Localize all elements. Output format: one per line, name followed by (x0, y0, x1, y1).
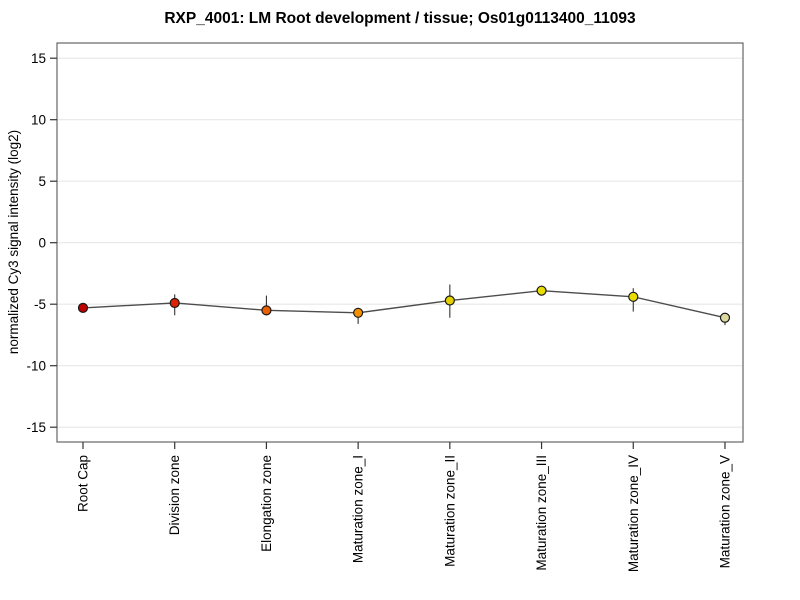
axis-layer: 15 10 5 0 -5 -10 -15 Root Cap Division zone Elong… (26, 42, 744, 572)
y-tick-label: 10 (31, 113, 46, 128)
x-category-label: Maturation zone_I (351, 455, 366, 563)
y-tick-label: 5 (38, 174, 46, 189)
series-line (82, 289, 726, 319)
gridlines-layer (57, 57, 743, 428)
x-category-label: Maturation zone_IV (626, 455, 641, 572)
y-axis-label: normalized Cy3 signal intensity (log2) (6, 130, 21, 354)
data-point (628, 291, 639, 302)
data-point (77, 302, 89, 313)
y-tick-label: -5 (34, 297, 46, 312)
x-category-label: Maturation zone_V (717, 455, 732, 568)
x-category-label: Maturation zone_II (442, 455, 457, 567)
x-category-label: Division zone (167, 455, 182, 535)
data-point (261, 305, 272, 316)
data-point (169, 297, 180, 309)
y-tick-label: -10 (26, 359, 46, 374)
y-tick-label: 15 (31, 51, 46, 66)
data-point (353, 307, 364, 318)
x-category-label: Root Cap (76, 455, 91, 512)
y-tick-label: 0 (38, 236, 46, 251)
chart-title: RXP_4001: LM Root development / tissue; … (164, 10, 636, 27)
y-tick-label: -15 (26, 420, 46, 435)
data-point (536, 285, 547, 296)
data-point (444, 295, 455, 306)
x-category-label: Elongation zone (259, 455, 274, 552)
series-layer (77, 284, 731, 326)
data-point (719, 312, 731, 323)
x-category-label: Maturation zone_III (534, 455, 549, 571)
